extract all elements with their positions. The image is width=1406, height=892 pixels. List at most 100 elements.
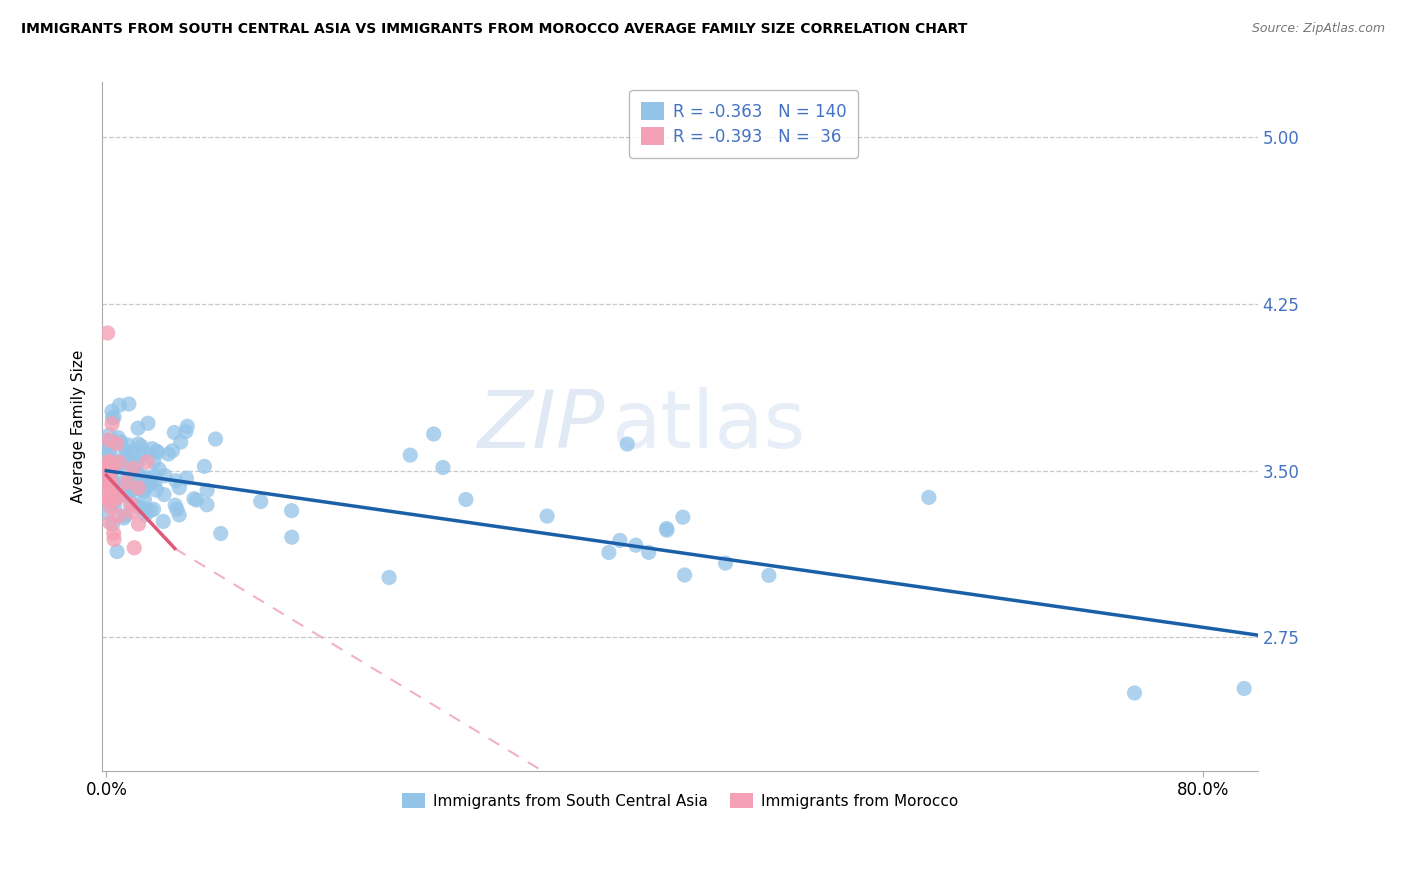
Point <box>100 478 122 492</box>
Point <box>120 498 142 512</box>
Point <box>136 472 159 486</box>
Point <box>127 467 149 481</box>
Legend: Immigrants from South Central Asia, Immigrants from Morocco: Immigrants from South Central Asia, Immi… <box>396 787 965 814</box>
Point <box>153 468 176 483</box>
Point <box>127 456 149 470</box>
Point <box>98 448 121 462</box>
Point <box>108 455 131 469</box>
Point <box>637 545 659 559</box>
Point <box>97 433 120 447</box>
Point <box>97 507 120 521</box>
Point <box>127 481 149 495</box>
Point <box>121 461 143 475</box>
Point <box>105 479 128 493</box>
Point <box>110 488 132 502</box>
Point <box>135 508 157 522</box>
Point <box>432 460 454 475</box>
Point <box>454 492 477 507</box>
Point <box>110 434 132 449</box>
Point <box>121 505 143 519</box>
Point <box>1233 681 1256 696</box>
Point <box>378 570 401 584</box>
Point <box>132 501 155 516</box>
Point <box>97 326 120 340</box>
Point <box>143 475 166 490</box>
Point <box>131 439 153 453</box>
Point <box>125 465 148 479</box>
Point <box>193 459 215 474</box>
Point <box>176 471 198 485</box>
Point <box>97 459 120 474</box>
Point <box>135 478 157 492</box>
Point <box>121 482 143 496</box>
Point <box>183 491 205 506</box>
Point <box>167 508 190 522</box>
Point <box>107 431 129 445</box>
Point <box>115 475 138 490</box>
Point <box>122 461 145 475</box>
Point <box>97 438 120 452</box>
Point <box>108 485 131 500</box>
Point <box>98 427 121 442</box>
Point <box>104 460 127 475</box>
Point <box>209 526 232 541</box>
Point <box>107 459 129 474</box>
Point <box>100 493 122 508</box>
Point <box>118 489 141 503</box>
Point <box>115 444 138 458</box>
Point <box>97 469 120 483</box>
Point <box>122 468 145 483</box>
Point <box>103 460 125 475</box>
Point <box>141 442 163 456</box>
Y-axis label: Average Family Size: Average Family Size <box>72 350 86 503</box>
Point <box>97 493 120 508</box>
Point <box>616 437 638 451</box>
Point <box>422 427 444 442</box>
Point <box>115 486 138 500</box>
Point <box>157 447 180 461</box>
Point <box>98 480 121 494</box>
Point <box>176 419 198 434</box>
Point <box>127 421 149 435</box>
Point <box>134 481 156 495</box>
Point <box>108 398 131 412</box>
Point <box>127 481 149 495</box>
Text: ZIP: ZIP <box>478 387 605 466</box>
Point <box>132 446 155 460</box>
Point <box>97 461 120 475</box>
Point <box>142 455 165 469</box>
Point <box>598 545 620 559</box>
Point <box>101 471 124 485</box>
Point <box>134 492 156 507</box>
Point <box>101 517 124 532</box>
Point <box>104 437 127 451</box>
Point <box>165 474 187 488</box>
Point <box>1123 686 1146 700</box>
Point <box>112 511 135 525</box>
Point <box>104 482 127 496</box>
Point <box>115 483 138 498</box>
Point <box>101 404 124 418</box>
Point <box>103 533 125 547</box>
Point <box>174 425 197 439</box>
Point <box>135 455 157 469</box>
Point <box>121 496 143 510</box>
Point <box>139 503 162 517</box>
Point <box>104 499 127 513</box>
Point <box>98 516 121 530</box>
Point <box>153 487 176 501</box>
Point <box>195 483 218 498</box>
Point <box>758 568 780 582</box>
Point <box>107 459 129 474</box>
Point <box>152 515 174 529</box>
Point <box>103 458 125 473</box>
Point <box>97 476 120 491</box>
Point <box>536 509 558 524</box>
Point <box>97 434 120 449</box>
Point <box>655 521 678 535</box>
Point <box>145 483 167 497</box>
Point <box>101 417 124 431</box>
Point <box>98 483 121 497</box>
Point <box>105 491 128 506</box>
Point <box>115 486 138 500</box>
